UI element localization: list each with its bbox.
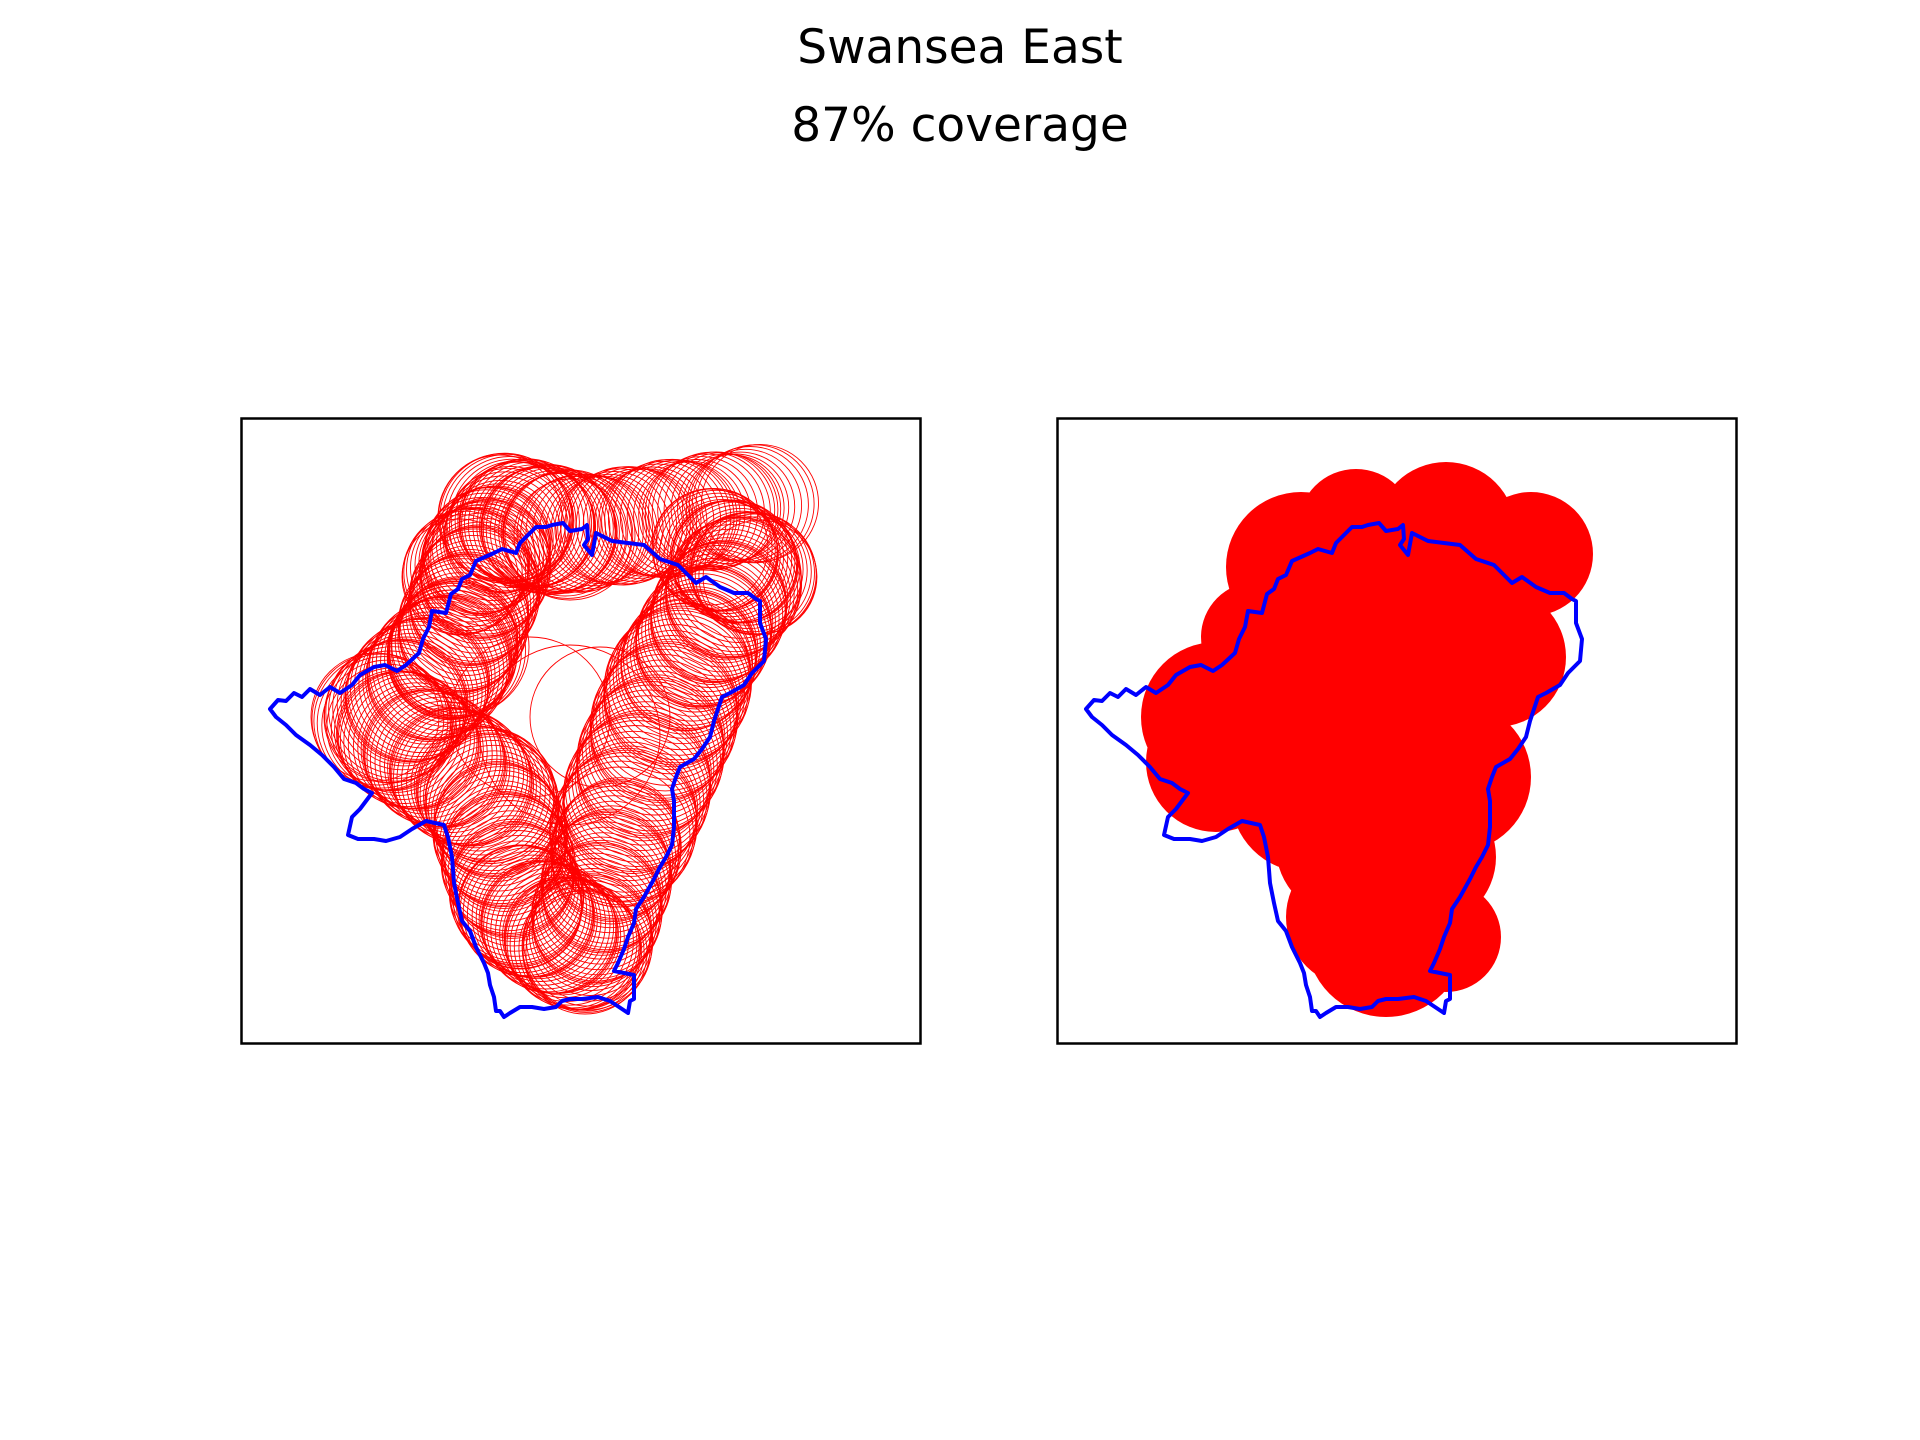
coverage-ring xyxy=(449,636,611,798)
coverage-ring xyxy=(598,466,708,576)
coverage-ring xyxy=(366,607,500,741)
coverage-disc xyxy=(1426,587,1566,727)
coverage-ring xyxy=(449,822,580,952)
figure-title: Swansea East xyxy=(797,20,1123,75)
coverage-ring xyxy=(390,577,530,717)
coverage-ring xyxy=(641,566,773,697)
coverage-ring xyxy=(504,469,636,601)
coverage-ring xyxy=(419,727,555,863)
right-boundary xyxy=(1084,521,1584,1019)
coverage-ring xyxy=(663,452,779,567)
coverage-ring xyxy=(417,726,551,860)
coverage-ring xyxy=(656,541,788,673)
coverage-ring xyxy=(410,544,532,667)
coverage-ring xyxy=(560,777,680,897)
coverage-ring xyxy=(685,451,796,561)
coverage-ring xyxy=(338,671,471,804)
coverage-ring xyxy=(352,682,480,810)
coverage-ring xyxy=(358,617,490,749)
coverage-ring xyxy=(551,782,682,913)
left-boundary xyxy=(268,521,768,1019)
coverage-ring xyxy=(483,861,615,993)
coverage-disc xyxy=(1286,847,1426,987)
coverage-ring xyxy=(424,499,551,627)
coverage-ring xyxy=(366,690,502,826)
coverage-ring xyxy=(554,473,664,583)
coverage-outline-map xyxy=(240,417,922,1045)
map-panel-filled xyxy=(1056,417,1738,1045)
coverage-ring xyxy=(324,646,461,783)
coverage-disc xyxy=(1311,542,1461,692)
coverage-ring xyxy=(494,469,617,593)
coverage-ring xyxy=(401,518,519,636)
coverage-ring xyxy=(506,877,638,1009)
coverage-ring xyxy=(399,572,521,694)
coverage-ring xyxy=(343,636,471,764)
coverage-subtitle: 87% coverage xyxy=(791,98,1129,153)
coverage-ring xyxy=(479,644,661,826)
coverage-ring xyxy=(617,599,753,735)
coverage-ring xyxy=(430,497,550,617)
coverage-ring xyxy=(347,620,487,760)
coverage-ring xyxy=(362,616,491,745)
coverage-ring xyxy=(423,730,557,864)
coverage-ring xyxy=(650,548,784,682)
coverage-ring xyxy=(671,517,803,648)
coverage-ring xyxy=(391,707,525,841)
coverage-ring xyxy=(450,821,577,947)
coverage-ring xyxy=(340,638,469,767)
coverage-ring xyxy=(615,603,752,739)
coverage-ring xyxy=(574,709,711,846)
coverage-ring xyxy=(444,471,566,593)
coverage-ring xyxy=(665,524,799,658)
coverage-ring xyxy=(328,640,467,779)
coverage-ring xyxy=(529,646,671,788)
coverage-ring xyxy=(420,517,543,639)
map-panel-outlines xyxy=(240,417,922,1045)
coverage-ring xyxy=(481,860,611,990)
coverage-ring xyxy=(554,780,682,908)
coverage-filled-map xyxy=(1056,417,1738,1045)
coverage-ring xyxy=(601,463,715,577)
coverage-ring xyxy=(550,808,671,929)
coverage-ring xyxy=(336,639,468,771)
coverage-ring xyxy=(452,834,584,966)
coverage-ring xyxy=(419,524,539,645)
coverage-disc xyxy=(1191,632,1301,742)
coverage-ring xyxy=(667,498,779,611)
coverage-ring xyxy=(525,473,644,592)
coverage-ring xyxy=(602,638,738,775)
coverage-ring xyxy=(502,471,628,597)
coverage-ring xyxy=(648,564,772,688)
right-frame xyxy=(1056,417,1738,1045)
coverage-ring xyxy=(414,507,530,623)
coverage-ring xyxy=(384,595,512,723)
coverage-ring xyxy=(406,508,529,631)
coverage-ring xyxy=(569,466,688,585)
coverage-ring xyxy=(525,892,645,1012)
coverage-disc xyxy=(1469,492,1593,616)
coverage-ring xyxy=(421,501,552,632)
coverage-ring xyxy=(339,672,475,808)
coverage-disc xyxy=(1231,722,1381,872)
coverage-ring xyxy=(701,444,819,562)
left-frame xyxy=(240,417,922,1045)
